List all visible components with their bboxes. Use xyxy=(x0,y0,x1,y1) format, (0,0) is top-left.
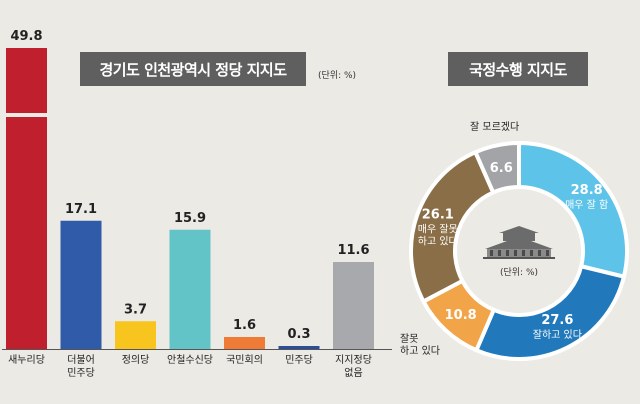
slice-value-label-3: 26.1 xyxy=(422,208,454,223)
slice-value-label-0: 28.8 xyxy=(571,183,603,198)
bar-chart-unit: (단위: %) xyxy=(318,71,357,81)
bar-value-label-0: 49.8 xyxy=(10,29,42,44)
bar-category-label-4: 국민회의 xyxy=(226,354,263,366)
bar-category-label-3: 안철수신당 xyxy=(167,354,213,366)
slice-category-label-3: 매우 잘못 하고 있다 xyxy=(418,224,458,248)
bar-4 xyxy=(224,337,265,349)
donut-slice-1 xyxy=(474,264,626,361)
bar-1 xyxy=(60,220,102,349)
bar-category-label-2: 정의당 xyxy=(122,354,150,366)
slice-category-label-dontknow: 잘 모르겠다 xyxy=(470,122,520,133)
donut-chart-title: 국정수행 지지도 xyxy=(448,52,588,86)
bar-3 xyxy=(169,229,211,349)
slice-category-label-notwell: 잘못 하고 있다 xyxy=(400,334,440,357)
bar-value-label-4: 1.6 xyxy=(233,318,256,333)
bar-value-label-5: 0.3 xyxy=(287,327,310,342)
slice-value-label-2: 10.8 xyxy=(445,308,477,323)
slice-category-label-1: 잘하고 있다 xyxy=(533,328,582,341)
bar-2 xyxy=(115,321,156,349)
donut-slice-0 xyxy=(517,141,629,279)
donut-slices xyxy=(409,141,629,361)
bar-5 xyxy=(278,346,320,349)
bar-axis-break xyxy=(5,113,48,117)
bar-value-label-3: 15.9 xyxy=(174,211,206,226)
bar-category-label-6: 지지정당 없음 xyxy=(335,354,372,379)
slice-value-label-4: 6.6 xyxy=(490,161,513,176)
bar-6 xyxy=(333,262,374,349)
bar-value-label-2: 3.7 xyxy=(124,302,147,317)
bar-value-label-6: 11.6 xyxy=(337,243,369,258)
donut-slice-4 xyxy=(473,141,521,195)
slice-value-label-1: 27.6 xyxy=(541,313,573,328)
bar-value-label-1: 17.1 xyxy=(65,202,97,217)
bar-category-label-0: 새누리당 xyxy=(8,354,45,366)
bar-chart: 49.8 새누리당 17.1 더불어 민주당 3.7 정의당 15.9 안철수신당 1.6 국민회의… xyxy=(2,29,392,379)
building-icon xyxy=(483,226,555,259)
slice-category-label-0: 매우 잘 함 xyxy=(565,199,608,211)
donut-unit: (단위: %) xyxy=(500,267,538,278)
donut-slice-3 xyxy=(409,150,496,304)
bar-category-label-5: 민주당 xyxy=(285,354,313,366)
bar-0 xyxy=(6,48,47,349)
bar-chart-title: 경기도 인천광역시 정당 지지도 xyxy=(80,52,306,86)
bar-category-label-1: 더불어 민주당 xyxy=(67,354,95,379)
